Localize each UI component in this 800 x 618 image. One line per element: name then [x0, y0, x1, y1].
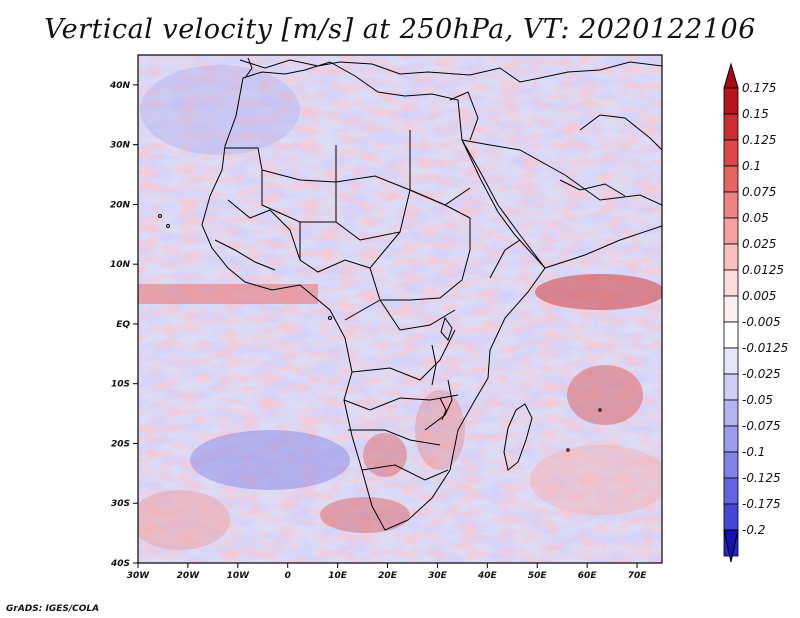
colorbar-swatch [723, 139, 739, 167]
colorbar-label: 0.025 [742, 237, 776, 251]
figure-title: Vertical velocity [m/s] at 250hPa, VT: 2… [44, 14, 756, 45]
y-tick-label: 10S [111, 380, 130, 390]
colorbar-swatch [723, 477, 739, 505]
y-tick-label: 30S [111, 499, 130, 509]
colorbar-swatch [723, 217, 739, 245]
colorbar-label: 0.1 [742, 159, 761, 173]
colorbar-label: 0.0125 [742, 263, 784, 277]
colorbar-swatch [723, 87, 739, 115]
colorbar-bottom-arrow [723, 529, 739, 563]
colorbar-label: 0.075 [742, 185, 776, 199]
colorbar-swatch [723, 399, 739, 427]
colorbar-swatch [723, 165, 739, 193]
y-tick-label: 20N [110, 200, 131, 210]
colorbar-swatch [723, 321, 739, 349]
y-tick-label: 30N [110, 141, 131, 151]
colorbar-swatch [723, 269, 739, 297]
grads-credit: GrADS: IGES/COLA [6, 604, 100, 614]
colorbar-swatch [723, 191, 739, 219]
x-tick-label: 70E [628, 571, 648, 581]
colorbar-swatch [723, 243, 739, 271]
colorbar-label: -0.1 [742, 445, 765, 459]
colorbar-swatch [723, 113, 739, 141]
colorbar-swatch [723, 451, 739, 479]
colorbar-label: 0.005 [742, 289, 776, 303]
x-tick-label: 20E [378, 571, 398, 581]
x-tick-label: 30W [127, 571, 151, 581]
vertical-velocity-field [138, 55, 662, 563]
x-tick-label: 10E [328, 571, 348, 581]
x-tick-label: 40E [477, 571, 498, 581]
x-tick-label: 0 [285, 571, 291, 581]
colorbar-label: -0.075 [742, 419, 781, 433]
colorbar-label: 0.15 [742, 107, 769, 121]
colorbar-label: -0.2 [742, 523, 765, 537]
x-tick-label: 20W [177, 571, 201, 581]
map-axes: 30W 20W 10W 0 10E 20E 30E 40E 50E 60E 70E 40N 30N 20N… [109, 81, 647, 581]
y-tick-label: 40N [109, 81, 131, 91]
colorbar-label: -0.125 [742, 471, 781, 485]
colorbar-label: 0.125 [742, 133, 776, 147]
y-tick-label: 10N [110, 260, 131, 270]
colorbar-swatch [723, 347, 739, 375]
colorbar-label: -0.005 [742, 315, 781, 329]
x-tick-label: 50E [528, 571, 548, 581]
colorbar: 0.175 0.15 0.125 0.1 0.075 0.05 0.025 0.0125 0.0… [723, 62, 788, 563]
y-tick-label: 40S [110, 559, 130, 569]
colorbar-label: -0.0125 [742, 341, 788, 355]
colorbar-swatch [723, 295, 739, 323]
colorbar-swatch [723, 425, 739, 453]
plot-frame [137, 54, 663, 564]
colorbar-label: -0.025 [742, 367, 781, 381]
colorbar-label: 0.175 [742, 81, 776, 95]
x-tick-label: 60E [578, 571, 598, 581]
colorbar-top-arrow [723, 62, 739, 89]
x-tick-label: 30E [428, 571, 448, 581]
colorbar-swatch [723, 503, 739, 531]
colorbar-swatch [723, 373, 739, 401]
colorbar-label: -0.05 [742, 393, 773, 407]
y-tick-label: EQ [116, 320, 130, 330]
coastlines [158, 57, 662, 531]
colorbar-label: 0.05 [742, 211, 769, 225]
colorbar-label: -0.175 [742, 497, 781, 511]
x-tick-label: 10W [227, 571, 251, 581]
y-tick-label: 20S [111, 439, 130, 449]
